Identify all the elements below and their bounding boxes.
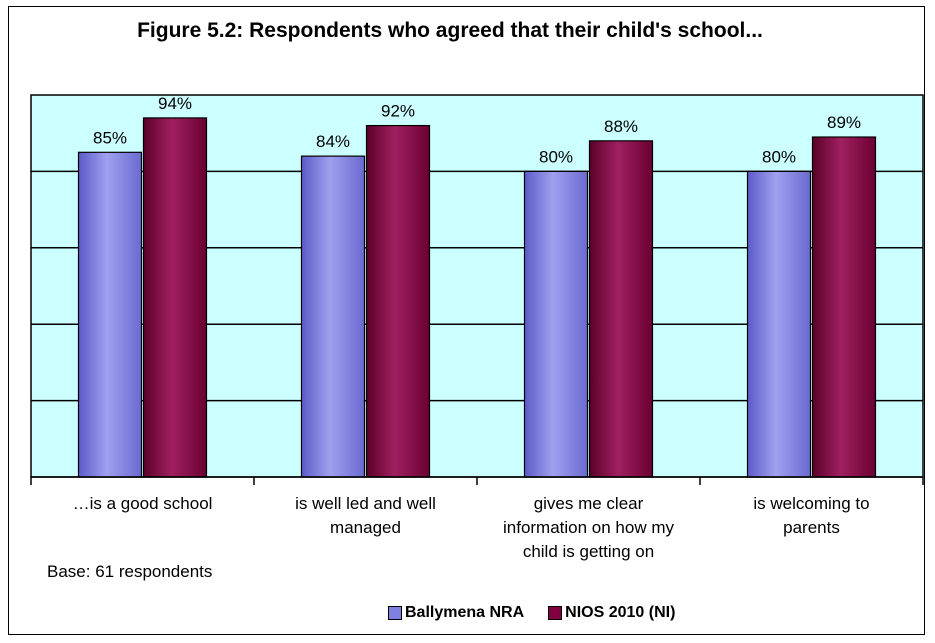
x-tick-label: child is getting on — [523, 542, 654, 561]
data-label: 89% — [827, 113, 861, 132]
data-label: 80% — [762, 147, 796, 166]
bar-nios — [811, 136, 877, 478]
bar-ballymena — [746, 170, 812, 478]
data-label: 88% — [604, 117, 638, 136]
base-note: Base: 61 respondents — [47, 562, 213, 581]
bar-ballymena — [300, 155, 366, 478]
legend: Ballymena NRA NIOS 2010 (NI) — [388, 604, 675, 622]
x-tick-label: is well led and well — [295, 494, 436, 513]
bar-nios — [365, 124, 431, 478]
legend-item-ballymena: Ballymena NRA — [388, 604, 524, 622]
chart-title: Figure 5.2: Respondents who agreed that … — [137, 19, 763, 42]
legend-label-ballymena: Ballymena NRA — [405, 604, 525, 621]
data-label: 94% — [158, 94, 192, 113]
legend-item-nios: NIOS 2010 (NI) — [548, 604, 675, 622]
bar-nios — [588, 140, 654, 478]
x-tick-label: is welcoming to — [753, 494, 869, 513]
legend-swatch-ballymena — [388, 606, 402, 620]
x-tick-label: parents — [783, 518, 840, 537]
data-label: 92% — [381, 102, 415, 121]
plot-area: 85% 84% 80% 80% 94% 92% 88% 89% …is a good schoo… — [30, 94, 924, 561]
x-tick-label: …is a good school — [73, 494, 213, 513]
legend-swatch-nios — [548, 606, 563, 620]
x-tick-label: managed — [330, 518, 401, 537]
bar-ballymena — [523, 170, 589, 478]
bar-ballymena — [77, 151, 143, 478]
bar-nios — [142, 117, 208, 478]
x-tick-label: information on how my — [503, 518, 675, 537]
legend-label-nios: NIOS 2010 (NI) — [565, 604, 676, 621]
x-tick-label: gives me clear — [534, 494, 644, 513]
data-label: 84% — [316, 132, 350, 151]
data-label: 80% — [539, 147, 573, 166]
data-label: 85% — [93, 128, 127, 147]
